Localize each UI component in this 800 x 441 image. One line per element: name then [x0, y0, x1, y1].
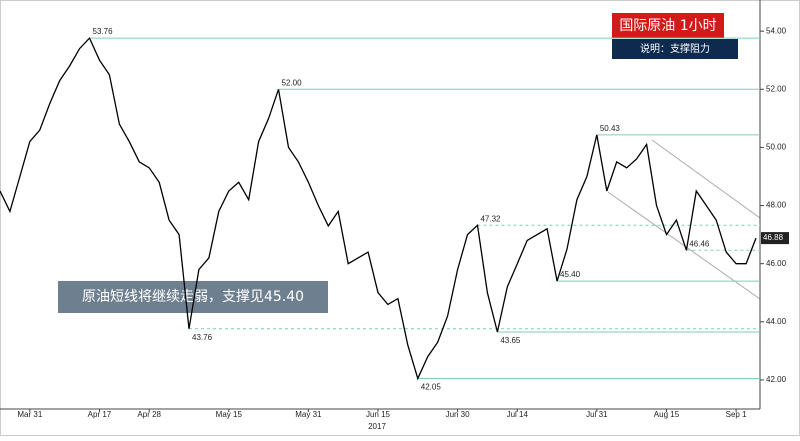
level-label: 47.32 — [480, 214, 501, 223]
y-tick-label: 42.00 — [766, 375, 787, 384]
level-label: 43.76 — [192, 333, 213, 342]
y-tick-label: 50.00 — [766, 143, 787, 152]
x-tick-label: Jul 14 — [507, 410, 529, 419]
x-tick-label: Apr 28 — [137, 410, 161, 419]
x-tick-label: May 31 — [295, 410, 322, 419]
level-label: 46.46 — [689, 239, 710, 248]
y-tick-label: 48.00 — [766, 201, 787, 210]
x-tick-label: Mar 31 — [17, 410, 42, 419]
last-price-label: 46.88 — [763, 233, 784, 242]
level-label: 43.65 — [500, 336, 521, 345]
channel-line — [607, 191, 761, 300]
level-label: 50.43 — [600, 124, 621, 133]
level-label: 42.05 — [421, 383, 442, 392]
x-tick-label: Apr 17 — [88, 410, 112, 419]
x-tick-label: Jul 31 — [586, 410, 608, 419]
annotation: 原油短线将继续走弱，支撑见45.40 — [82, 288, 304, 305]
y-tick-label: 46.00 — [766, 259, 787, 268]
title-box — [612, 13, 724, 38]
level-label: 52.00 — [282, 78, 303, 87]
price-line — [0, 36, 757, 381]
x-tick-label: Sep 1 — [726, 410, 747, 419]
x-tick-label: Jun 15 — [366, 410, 391, 419]
level-label: 53.76 — [93, 27, 114, 36]
y-tick-label: 52.00 — [766, 84, 787, 93]
channel-line — [651, 139, 761, 219]
level-label: 45.40 — [560, 270, 581, 279]
chart-subtitle: 说明：支撑阻力 — [640, 42, 710, 55]
y-tick-label: 44.00 — [766, 317, 787, 326]
x-tick-label: May 15 — [216, 410, 243, 419]
y-tick-label: 54.00 — [766, 26, 787, 35]
chart-title: 国际原油 1小时 — [619, 18, 716, 34]
x-tick-label: Aug 15 — [654, 410, 680, 419]
subtitle-box — [612, 39, 738, 59]
x-tick-label: Jun 30 — [446, 410, 471, 419]
last-price-box — [761, 232, 789, 245]
year-label: 2017 — [368, 422, 386, 431]
